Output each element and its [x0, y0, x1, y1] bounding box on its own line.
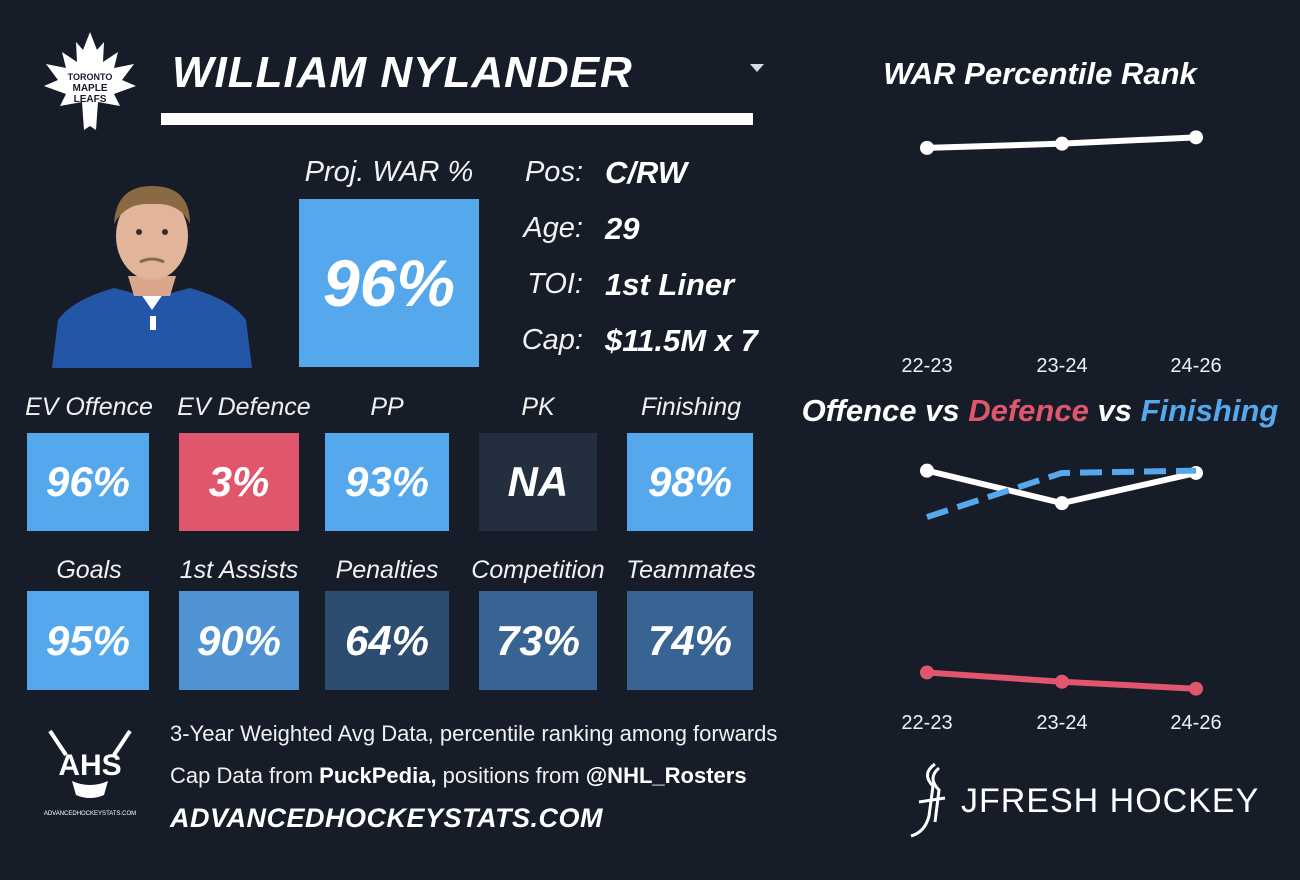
war-chart-x-axis: 22-23 23-24 24-26: [901, 355, 1221, 377]
odf-chart-title: Offence vs Defence vs Finishing: [802, 393, 1279, 428]
footer-note-2-prefix: Cap Data from: [170, 763, 320, 788]
data-point: [920, 665, 934, 680]
brand-text: JFRESH HOCKEY: [961, 782, 1259, 820]
finishing-label: Finishing: [640, 393, 742, 421]
war-chart-series: [920, 130, 1203, 155]
ev-offence-tile: 96%: [27, 433, 149, 531]
name-underline: [161, 113, 753, 125]
proj-war-value: 96%: [322, 246, 456, 320]
data-point: [1055, 674, 1069, 689]
data-point: [1055, 496, 1069, 511]
pp-value: 93%: [344, 458, 430, 505]
competition-value: 73%: [495, 616, 581, 664]
data-point: [1189, 130, 1203, 145]
jfresh-hockey-logo: JFRESH HOCKEY: [910, 762, 1259, 838]
ev-offence-value: 96%: [45, 458, 131, 505]
title-vs-1: vs: [917, 393, 969, 428]
title-offence: Offence: [802, 393, 917, 428]
cap-value: $11.5M x 7: [605, 323, 758, 358]
footer-note-2-mid: positions from: [436, 763, 586, 788]
x-tick-label: 24-26: [1170, 712, 1221, 734]
pk-label: PK: [521, 393, 555, 421]
title-defence: Defence: [968, 393, 1089, 428]
toi-value: 1st Liner: [605, 267, 735, 302]
teammates-tile: 74%: [627, 591, 753, 690]
proj-war-box: 96%: [299, 199, 479, 367]
war-chart-title: WAR Percentile Rank: [883, 56, 1198, 91]
maple-leafs-logo: TORONTO MAPLE LEAFS: [44, 32, 136, 130]
data-point: [920, 140, 934, 155]
penalties-value: 64%: [344, 616, 430, 664]
player-headshot: [52, 186, 252, 368]
age-label: Age:: [523, 212, 583, 244]
goals-value: 95%: [45, 616, 131, 664]
first-assists-tile: 90%: [179, 591, 299, 690]
first-assists-value: 90%: [196, 616, 282, 664]
toi-label: TOI:: [527, 268, 583, 300]
title-finishing: Finishing: [1141, 393, 1279, 428]
ev-defence-value: 3%: [208, 458, 270, 505]
pos-label: Pos:: [524, 156, 583, 188]
goals-label: Goals: [56, 556, 122, 584]
player-name: WILLIAM NYLANDER: [172, 48, 633, 97]
x-tick-label: 22-23: [901, 355, 952, 377]
competition-label: Competition: [471, 556, 605, 584]
war-percentile-chart: WAR Percentile Rank 0%25%50%75%100% 22-2…: [883, 56, 1221, 377]
first-assists-label: 1st Assists: [179, 556, 299, 584]
proj-war-label: Proj. WAR %: [304, 156, 474, 188]
age-value: 29: [605, 211, 640, 246]
chevron-down-icon[interactable]: [750, 64, 764, 72]
teammates-label: Teammates: [626, 556, 756, 584]
pp-label: PP: [370, 393, 404, 421]
x-tick-label: 22-23: [901, 712, 952, 734]
footer-note-1: 3-Year Weighted Avg Data, percentile ran…: [170, 721, 778, 746]
title-vs-2: vs: [1089, 393, 1141, 428]
ev-defence-tile: 3%: [179, 433, 299, 531]
offence-defence-finishing-chart: Offence vs Defence vs Finishing 0%25%50%…: [802, 393, 1279, 734]
x-tick-label: 24-26: [1170, 355, 1221, 377]
competition-tile: 73%: [479, 591, 597, 690]
penalties-tile: 64%: [325, 591, 449, 690]
finishing-tile: 98%: [627, 433, 753, 531]
odf-chart-x-axis: 22-23 23-24 24-26: [901, 712, 1221, 734]
data-point: [1055, 136, 1069, 151]
cap-label: Cap:: [521, 324, 583, 356]
data-point: [1189, 681, 1203, 696]
pk-value: NA: [507, 458, 569, 505]
x-tick-label: 23-24: [1036, 355, 1087, 377]
series-line-finishing: [926, 467, 1197, 520]
ev-offence-label: EV Offence: [25, 393, 153, 421]
pk-tile: NA: [479, 433, 597, 531]
penalties-label: Penalties: [335, 556, 439, 584]
odf-chart-series: [920, 463, 1203, 696]
finishing-value: 98%: [647, 458, 733, 505]
ev-defence-label: EV Defence: [177, 393, 311, 421]
logo-text-line-2: MAPLE: [73, 83, 108, 94]
ahs-logo-text: AHS: [58, 749, 121, 782]
ahs-logo-subtext: ADVANCEDHOCKEYSTATS.COM: [44, 811, 136, 817]
nhl-rosters-credit: @NHL_Rosters: [585, 763, 747, 788]
logo-text-line-1: TORONTO: [68, 72, 113, 82]
pp-tile: 93%: [325, 433, 449, 531]
ahs-logo: AHS ADVANCEDHOCKEYSTATS.COM: [44, 729, 136, 817]
teammates-value: 74%: [647, 616, 733, 664]
puckpedia-credit: PuckPedia,: [319, 763, 437, 788]
footer-note-2: Cap Data from PuckPedia, positions from …: [170, 763, 747, 789]
pos-value: C/RW: [605, 155, 688, 190]
website-url[interactable]: ADVANCEDHOCKEYSTATS.COM: [170, 803, 604, 833]
logo-text-line-3: LEAFS: [74, 94, 107, 105]
data-point: [920, 463, 934, 478]
goals-tile: 95%: [27, 591, 149, 690]
x-tick-label: 23-24: [1036, 712, 1087, 734]
